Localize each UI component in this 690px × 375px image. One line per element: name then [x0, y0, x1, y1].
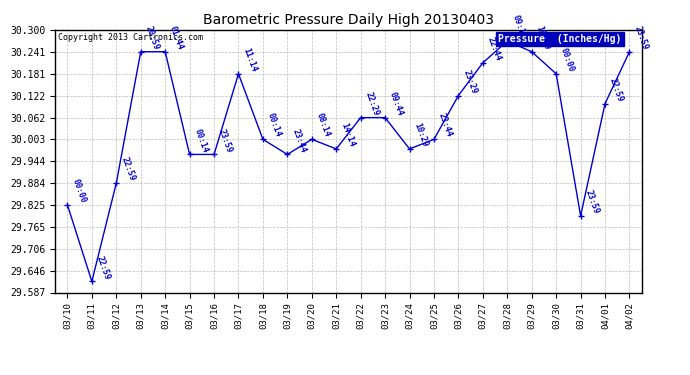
Text: 23:59: 23:59 [217, 127, 234, 154]
Text: 22:44: 22:44 [486, 36, 503, 62]
Text: 00:00: 00:00 [70, 178, 88, 204]
Title: Barometric Pressure Daily High 20130403: Barometric Pressure Daily High 20130403 [203, 13, 494, 27]
Text: Pressure  (Inches/Hg): Pressure (Inches/Hg) [498, 34, 622, 44]
Text: 22:29: 22:29 [364, 90, 381, 117]
Text: 23:59: 23:59 [633, 24, 649, 51]
Text: 00:14: 00:14 [193, 127, 210, 154]
Text: 10:29: 10:29 [413, 122, 429, 148]
Text: 08:14: 08:14 [315, 112, 332, 139]
Text: 09:44: 09:44 [388, 90, 405, 117]
Text: 01:44: 01:44 [168, 24, 185, 51]
Text: 20:59: 20:59 [144, 24, 161, 51]
Text: 23:59: 23:59 [584, 189, 600, 215]
Text: 22:59: 22:59 [608, 76, 625, 103]
Text: 10:59: 10:59 [535, 24, 552, 51]
Text: 23:44: 23:44 [437, 112, 454, 139]
Text: 22:59: 22:59 [119, 156, 136, 182]
Text: 00:14: 00:14 [266, 112, 283, 139]
Text: 11:14: 11:14 [241, 46, 259, 73]
Text: 14:14: 14:14 [339, 122, 356, 148]
Text: 23:29: 23:29 [462, 68, 478, 95]
Text: 23:44: 23:44 [290, 127, 307, 154]
Text: 09:14: 09:14 [510, 14, 527, 40]
Text: 00:00: 00:00 [559, 46, 576, 73]
Text: Copyright 2013 Cartronics.com: Copyright 2013 Cartronics.com [58, 33, 203, 42]
Text: 22:59: 22:59 [95, 254, 112, 281]
